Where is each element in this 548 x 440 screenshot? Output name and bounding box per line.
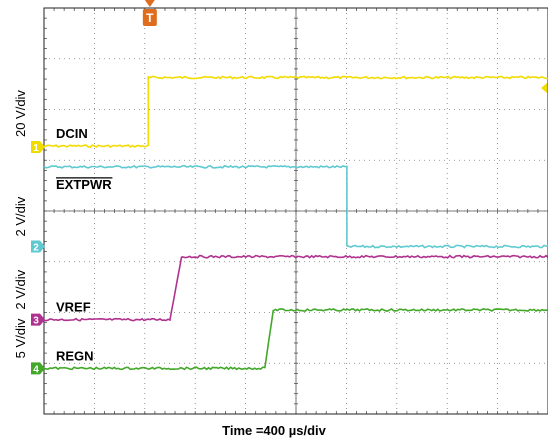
channel-1-name: DCIN xyxy=(56,126,88,141)
plot-frame xyxy=(43,7,548,415)
channel-marker-shape xyxy=(31,362,45,375)
channel-marker-shape xyxy=(31,240,45,253)
trace-dcin xyxy=(43,75,548,149)
channel-1-group: 1 20 V/div DCIN xyxy=(13,75,548,154)
channel-4-marker: 4 xyxy=(31,362,45,375)
channel-4-name: REGN xyxy=(56,348,94,363)
trace-extpwr xyxy=(43,164,548,249)
channel-marker-shape xyxy=(31,313,45,326)
channel-marker-shape xyxy=(31,141,45,154)
channel-2-marker: 2 xyxy=(31,240,45,254)
channel-marker-label: 2 xyxy=(33,243,39,254)
channel-3-scale-label: 2 V/div xyxy=(13,269,28,309)
channel-1-scale-label: 20 V/div xyxy=(13,90,28,137)
channel-1-marker: 1 xyxy=(31,141,45,154)
channel-2-scale-label: 2 V/div xyxy=(13,196,28,236)
trace-vref xyxy=(43,254,548,322)
trigger-arrow xyxy=(144,0,155,7)
trigger-box xyxy=(142,9,157,26)
channel-4-scale-label: 5 V/div xyxy=(13,318,28,358)
channel-marker-label: 4 xyxy=(33,364,39,375)
grid xyxy=(43,7,548,415)
channel-2-name: EXTPWR xyxy=(56,177,112,192)
trigger-marker: T xyxy=(142,0,157,26)
x-axis-label: Time =400 µs/div xyxy=(222,423,326,438)
trigger-label: T xyxy=(146,11,154,25)
channel-3-group: 3 2 V/div VREF xyxy=(13,254,548,327)
channel-2-group: 2 2 V/div EXTPWR xyxy=(13,164,548,254)
channel-1-offset-arrow xyxy=(541,83,547,93)
channel-3-marker: 3 xyxy=(31,313,45,327)
channel-marker-label: 3 xyxy=(33,316,39,327)
channel-marker-label: 1 xyxy=(33,143,39,154)
channel-3-name: VREF xyxy=(56,300,91,315)
trace-regn xyxy=(43,307,548,371)
channel-4-group: 4 5 V/div REGN xyxy=(13,307,548,375)
